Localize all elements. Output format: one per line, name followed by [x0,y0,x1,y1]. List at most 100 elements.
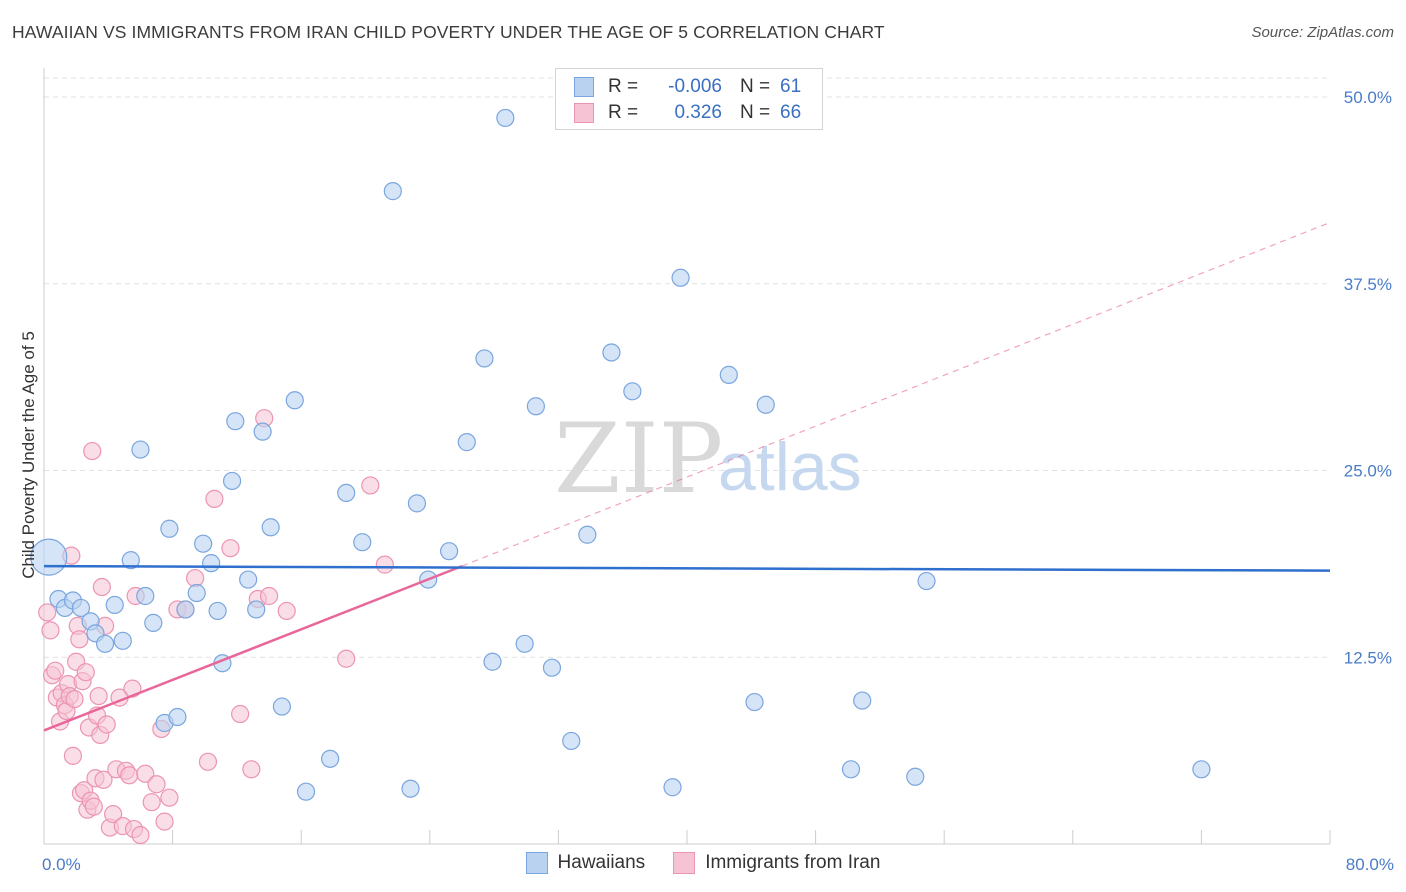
data-point-hawaiians [253,422,272,441]
data-point-hawaiians [841,760,861,779]
data-point-iran [231,704,250,724]
data-point-iran [147,775,166,794]
y-axis-label: Child Poverty Under the Age of 5 [19,331,38,579]
y-tick-label: 50.0% [1344,88,1392,107]
data-point-hawaiians [247,600,266,619]
data-point-hawaiians [483,652,502,671]
legend-n-value: 61 [780,76,802,97]
data-point-hawaiians [475,349,494,368]
data-point-hawaiians [285,391,304,410]
data-point-hawaiians [562,731,581,751]
data-point-hawaiians [113,631,132,650]
stats-legend: R = -0.006 N = 61 R = 0.326 N = 66 [555,68,823,130]
data-point-hawaiians [261,518,280,537]
legend-swatch-blue [574,77,594,97]
data-point-hawaiians [202,554,221,573]
data-point-hawaiians [671,268,690,287]
trend-line-iran-extension [461,221,1331,567]
data-point-hawaiians [194,534,213,553]
data-point-hawaiians [226,412,245,431]
data-point-hawaiians [515,634,534,653]
data-point-iran [375,555,394,574]
data-point-iran [84,797,103,816]
data-point-iran [155,812,174,831]
data-point-hawaiians [168,707,187,727]
data-point-iran [83,441,102,461]
data-point-hawaiians [1192,760,1211,779]
data-point-hawaiians [853,691,872,710]
legend-swatch-blue [525,852,548,874]
axes [43,68,1331,845]
legend-row-iran: R = 0.326 N = 66 [556,100,820,126]
data-point-iran [198,752,218,771]
data-point-hawaiians [439,542,459,561]
watermark: ZIP atlas [554,403,862,515]
series-hawaiians-points [30,108,1211,801]
data-point-iran [160,788,179,807]
legend-swatch-pink [673,852,696,874]
data-point-hawaiians [383,182,402,201]
data-point-iran [94,770,113,789]
data-point-hawaiians [457,433,476,452]
legend-item-iran: Immigrants from Iran [673,852,880,874]
legend-n-label: N = [740,76,771,97]
data-point-hawaiians [144,613,163,632]
watermark-atlas: atlas [718,429,862,505]
legend-r-label: R = [608,76,639,97]
data-point-hawaiians [623,382,642,401]
data-point-hawaiians [578,525,597,544]
tick-labels: 12.5% 25.0% 37.5% 50.0% 0.0% 80.0% [42,88,1394,874]
data-point-hawaiians [296,782,316,801]
data-point-hawaiians [917,571,936,591]
legend-label-hawaiians: Hawaiians [557,852,646,873]
data-point-iran [92,577,111,597]
legend-r-value: -0.006 [668,76,722,97]
data-point-hawaiians [496,108,515,128]
x-tick-label: 80.0% [1346,855,1394,874]
data-point-iran [65,689,84,709]
data-point-hawaiians [95,634,115,653]
data-point-iran [70,630,89,649]
data-point-hawaiians [208,601,227,621]
data-point-hawaiians [187,583,206,603]
data-point-hawaiians [745,692,764,712]
legend-r-value: 0.326 [674,102,722,123]
x-tick-label: 0.0% [42,855,81,874]
data-point-iran [242,760,261,779]
chart-title: HAWAIIAN VS IMMIGRANTS FROM IRAN CHILD P… [12,22,885,42]
data-point-iran [120,766,139,785]
y-tick-label: 37.5% [1344,275,1392,294]
watermark-zip: ZIP [554,403,723,515]
legend-swatch-pink [574,103,594,123]
data-point-hawaiians [526,397,545,416]
data-point-hawaiians [602,343,621,362]
data-point-iran [337,649,356,668]
data-point-hawaiians [131,440,150,459]
trend-line-hawaiians [43,564,1331,572]
data-point-iran [131,825,150,845]
data-point-iran [104,805,123,824]
data-point-hawaiians [105,595,124,615]
data-point-hawaiians [321,749,340,768]
legend-item-hawaiians: Hawaiians [525,852,646,874]
data-point-hawaiians [71,598,91,618]
data-point-iran [361,476,380,495]
data-point-iran [142,793,161,812]
data-point-hawaiians [719,365,738,384]
data-point-iran [46,661,65,680]
data-point-hawaiians [121,551,140,570]
data-point-iran [63,746,83,765]
trend-lines [43,221,1331,732]
data-point-iran [136,764,155,783]
data-point-iran [277,601,296,621]
data-point-iran [76,663,95,682]
data-point-hawaiians [407,494,427,513]
data-point-iran [97,715,116,734]
data-point-hawaiians [222,471,242,491]
legend-n-label: N = [740,102,771,123]
data-point-hawaiians [239,570,258,589]
data-point-hawaiians [176,600,195,619]
data-point-hawaiians [353,533,372,552]
data-point-iran [205,489,224,508]
